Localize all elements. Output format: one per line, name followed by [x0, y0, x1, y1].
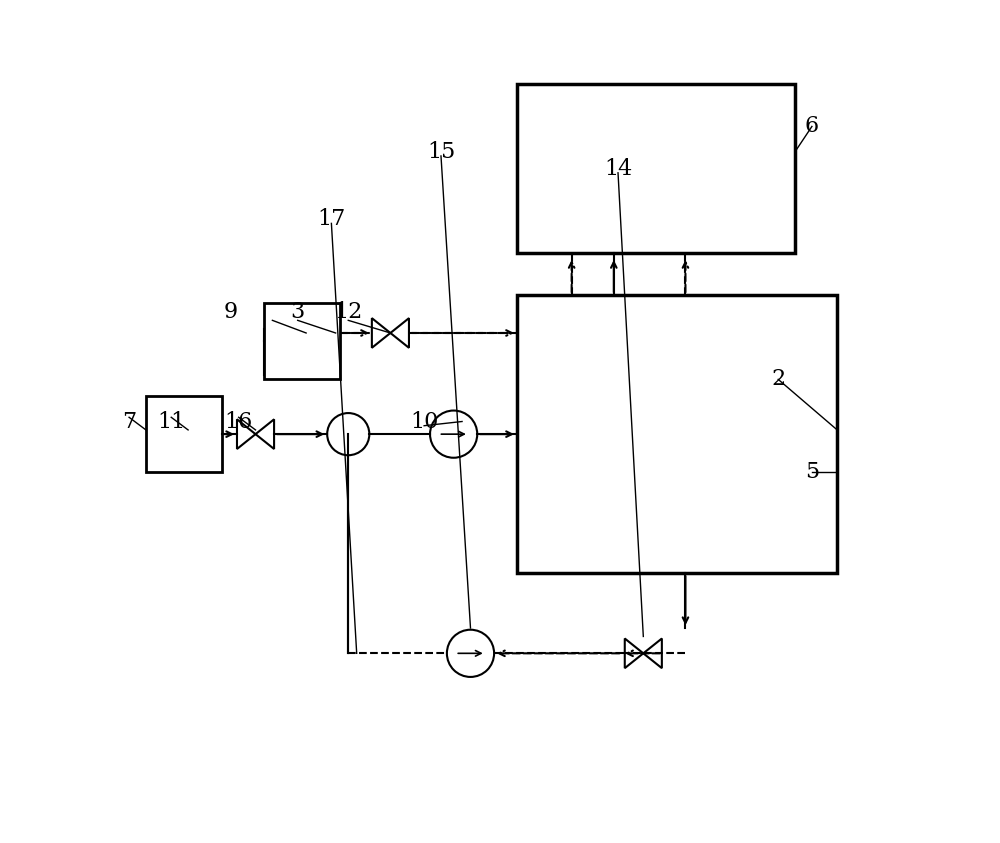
- Text: 17: 17: [317, 208, 346, 230]
- Text: 12: 12: [334, 301, 362, 323]
- Text: 7: 7: [122, 411, 136, 432]
- Text: 2: 2: [771, 368, 785, 390]
- Text: 9: 9: [223, 301, 237, 323]
- Text: 15: 15: [427, 141, 455, 163]
- Text: 10: 10: [410, 411, 438, 432]
- Text: 6: 6: [805, 115, 819, 137]
- Text: 16: 16: [225, 411, 253, 432]
- Text: 14: 14: [604, 158, 632, 180]
- Text: 11: 11: [157, 411, 185, 432]
- Bar: [146, 396, 222, 472]
- Bar: [517, 295, 837, 573]
- Text: 3: 3: [291, 301, 305, 323]
- Text: 5: 5: [805, 461, 819, 483]
- Bar: [517, 84, 795, 253]
- Bar: [264, 303, 340, 379]
